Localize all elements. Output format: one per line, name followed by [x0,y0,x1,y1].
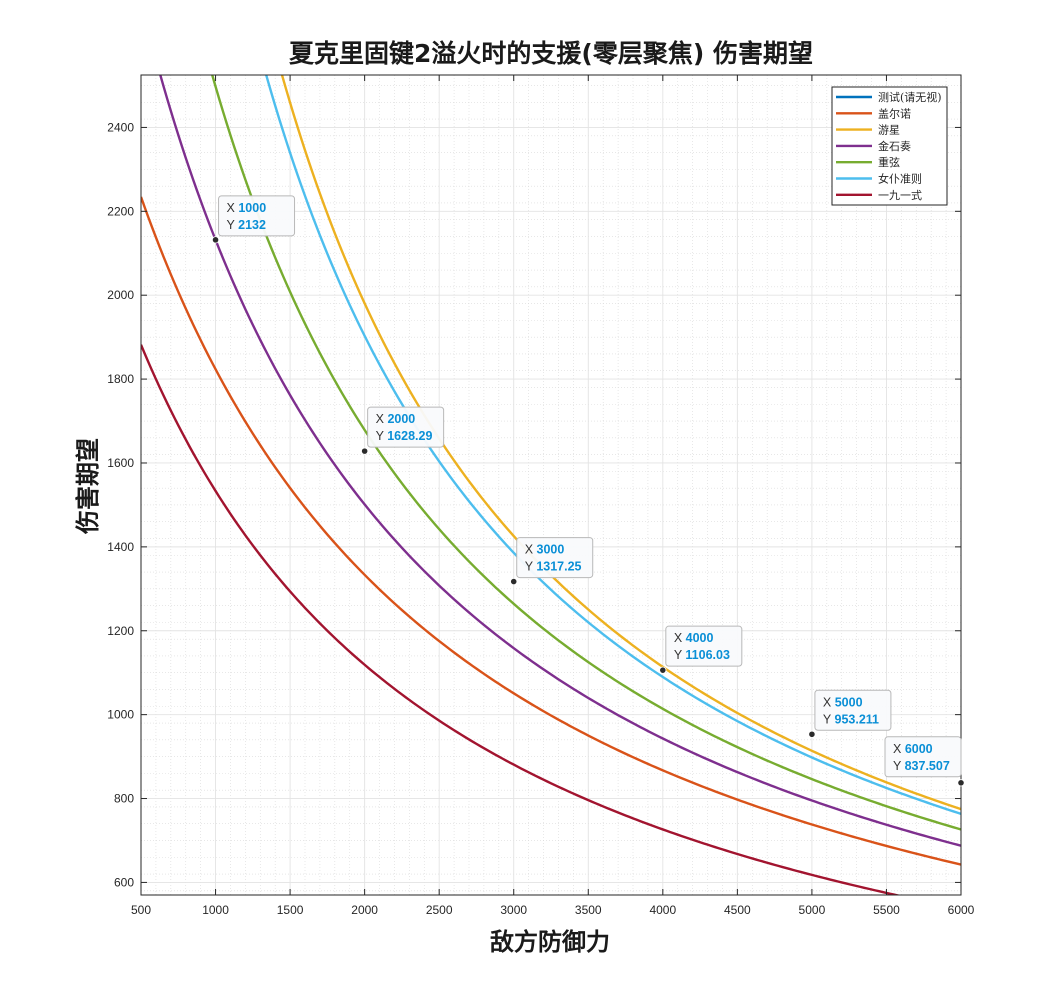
datatip-x-row: X 5000 [823,695,863,709]
y-tick-label: 2400 [107,120,134,134]
legend-entry: 金石奏 [878,139,911,153]
datatip-x-value: 4000 [686,631,714,645]
legend-entry: 重弦 [878,155,900,169]
series-line-4 [210,75,961,831]
datatip-y-value: 2132 [238,218,266,232]
y-tick-label: 1400 [107,540,134,554]
datatip-x-value: 2000 [387,412,415,426]
y-tick-label: 1200 [107,624,134,638]
datatip-y-key: Y [376,429,388,443]
datatip-x-value: 3000 [537,543,565,557]
datatip-x-row: X 2000 [376,412,416,426]
x-tick-label: 4000 [649,903,676,917]
datatip-marker [659,666,667,674]
series-line-6 [141,344,902,895]
datatip-marker [957,779,965,787]
datatip-y-key: Y [227,218,239,232]
datatip-y-value: 1106.03 [685,648,730,662]
y-axis-label: 伤害期望 [74,438,102,535]
x-tick-label: 1000 [202,903,229,917]
datatip-y-row: Y 1106.03 [674,648,730,662]
datatip-x-key: X [893,742,905,756]
x-tick-label: 1500 [277,903,304,917]
datatip-y-value: 1628.29 [387,429,432,443]
y-tick-label: 2000 [107,288,134,302]
x-tick-label: 500 [131,903,151,917]
datatip-x-row: X 1000 [227,201,267,215]
y-tick-label: 2200 [107,204,134,218]
datatip-y-row: Y 1317.25 [525,560,582,574]
datatip-y-row: Y 2132 [227,218,266,232]
datatip-y-row: Y 1628.29 [376,429,433,443]
series-line-1 [141,196,961,866]
x-tick-label: 4500 [724,903,751,917]
datatip-y-row: Y 953.211 [823,712,879,726]
y-tick-label: 600 [114,875,134,889]
datatip-x-key: X [227,201,239,215]
datatip-x-key: X [823,695,835,709]
x-axis-label: 敌方防御力 [490,928,610,956]
datatip-marker [211,236,220,244]
datatip-box [367,406,445,448]
datatip-box [814,689,892,731]
legend-entry: 盖尔诺 [878,106,911,120]
datatip-marker [361,447,369,455]
x-tick-label: 3000 [500,903,527,917]
legend-entry: 测试(请无视) [878,90,942,104]
datatip-box [516,537,594,579]
x-tick-label: 2000 [351,903,378,917]
datatip-y-row: Y 837.507 [893,759,950,773]
datatip-box [218,195,296,237]
axes-box [140,74,962,896]
datatip-1[interactable]: X 2000 Y 1628.29 [361,406,445,455]
y-tick-label: 1600 [107,456,134,470]
datatip-box [665,625,743,667]
datatip-y-value: 837.507 [905,759,950,773]
y-tick-label: 1800 [107,372,134,386]
datatip-x-key: X [525,543,537,557]
datatip-marker [808,730,816,738]
datatip-y-value: 953.211 [835,712,880,726]
x-tick-label: 6000 [948,903,975,917]
datatip-x-row: X 6000 [893,742,933,756]
datatip-y-key: Y [823,712,835,726]
y-tick-label: 800 [114,792,134,806]
y-tick-label: 1000 [107,708,134,722]
legend-entry: 一九一式 [878,189,922,202]
x-tick-label: 3500 [575,903,602,917]
datatip-x-value: 5000 [835,695,863,709]
x-tick-label: 5500 [873,903,900,917]
datatip-x-value: 6000 [905,742,933,756]
datatip-y-value: 1317.25 [536,560,581,574]
legend-entry: 女仆准则 [878,172,922,186]
datatip-x-value: 1000 [238,201,266,215]
legend-entry: 游星 [878,124,900,137]
datatip-x-key: X [674,631,686,645]
datatip-x-key: X [376,412,388,426]
datatip-y-key: Y [893,759,905,773]
datatip-y-key: Y [674,648,686,662]
series-line-3 [159,75,961,847]
x-tick-label: 5000 [799,903,826,917]
datatip-x-row: X 3000 [525,543,565,557]
datatip-0[interactable]: X 1000 Y 2132 [211,195,296,244]
series-line-5 [264,75,961,815]
datatip-y-key: Y [525,560,537,574]
chart-title: 夏克里固键2溢火时的支援(零层聚焦) 伤害期望 [289,39,813,68]
datatip-x-row: X 4000 [674,631,714,645]
datatip-box [884,736,962,778]
x-tick-label: 2500 [426,903,453,917]
datatip-marker [510,577,518,586]
